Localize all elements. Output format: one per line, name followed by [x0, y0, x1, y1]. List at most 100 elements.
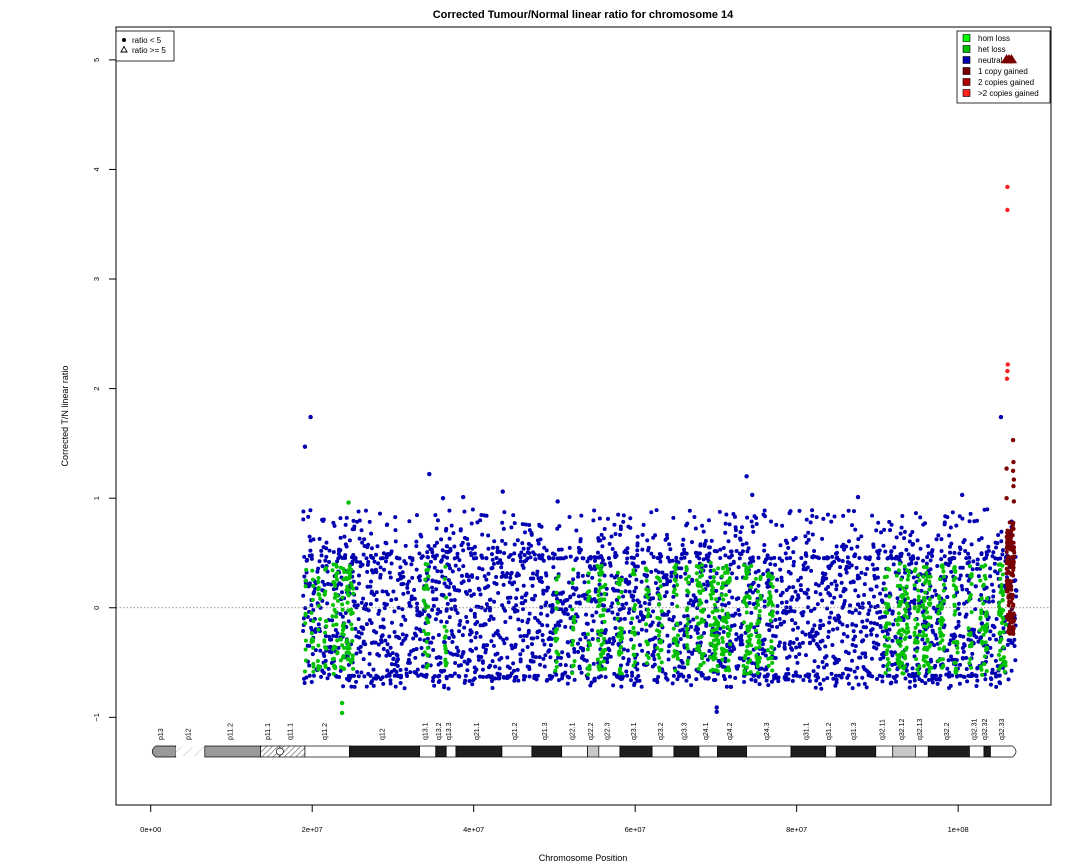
data-point-het-loss — [716, 566, 721, 571]
data-point-het-loss — [685, 658, 690, 663]
data-point-neutral — [700, 523, 705, 528]
data-point-neutral — [453, 661, 458, 666]
data-point-gained — [1010, 592, 1015, 597]
data-point-neutral — [733, 533, 738, 538]
data-point-neutral — [603, 675, 608, 680]
data-point-het-loss — [998, 657, 1003, 662]
data-point-neutral — [551, 565, 556, 570]
data-point-neutral — [372, 559, 377, 564]
ideogram-band — [717, 745, 747, 758]
data-point-neutral — [629, 637, 634, 642]
data-point-neutral — [572, 650, 577, 655]
data-point-het-loss — [616, 595, 621, 600]
data-point-neutral — [311, 673, 316, 678]
data-point-neutral — [336, 551, 341, 556]
data-point-het-loss — [335, 577, 340, 582]
data-point-gained — [1007, 623, 1012, 628]
data-point-neutral — [851, 579, 856, 584]
data-point-het-loss — [697, 589, 702, 594]
data-point-het-loss — [757, 634, 762, 639]
data-point-neutral — [892, 650, 897, 655]
data-point-neutral — [489, 614, 494, 619]
data-point-het-loss — [630, 630, 635, 635]
data-point-het-loss — [895, 618, 900, 623]
data-point-neutral — [615, 612, 620, 617]
data-point-neutral — [489, 679, 494, 684]
data-point-neutral — [821, 677, 826, 682]
data-point-neutral — [346, 619, 351, 624]
data-point-neutral — [447, 508, 452, 513]
data-point-het-loss — [351, 591, 356, 596]
data-point-neutral — [729, 549, 734, 554]
data-point-neutral — [447, 549, 452, 554]
data-point-neutral — [488, 606, 493, 611]
data-point-neutral — [628, 678, 633, 683]
data-point-neutral — [316, 566, 321, 571]
data-point-het-loss — [724, 580, 729, 585]
data-point-neutral — [668, 579, 673, 584]
ideogram-band — [835, 745, 877, 758]
data-point-neutral — [909, 674, 914, 679]
data-point-neutral — [861, 638, 866, 643]
data-point-neutral — [542, 545, 547, 550]
data-point-het-loss — [572, 659, 577, 664]
data-point-neutral — [730, 595, 735, 600]
data-point-het-loss — [770, 603, 775, 608]
data-point-neutral — [880, 629, 885, 634]
data-point-neutral — [385, 592, 390, 597]
data-point-neutral — [726, 539, 731, 544]
notable-point-layer — [302, 184, 1017, 716]
data-point-het-loss — [768, 618, 773, 623]
data-point-het-loss — [714, 646, 719, 651]
data-point-neutral — [717, 596, 722, 601]
data-point-neutral — [865, 618, 870, 623]
data-point-het-loss — [745, 639, 750, 644]
data-point-neutral — [457, 622, 462, 627]
data-point-neutral — [749, 677, 754, 682]
data-point-neutral — [313, 648, 318, 653]
data-point-neutral — [578, 539, 583, 544]
data-point-neutral — [474, 631, 479, 636]
data-point-neutral — [379, 634, 384, 639]
data-point-neutral — [682, 665, 687, 670]
data-point-neutral — [576, 649, 581, 654]
data-point-neutral — [518, 652, 523, 657]
data-point-neutral — [480, 660, 485, 665]
data-point-neutral — [555, 556, 560, 561]
data-point-neutral — [907, 635, 912, 640]
data-point-neutral — [851, 637, 856, 642]
data-point-neutral — [773, 562, 778, 567]
notable-data-point — [714, 705, 719, 710]
ideogram-band-label: q32.2 — [944, 722, 951, 740]
ideogram-band — [915, 745, 929, 758]
data-point-neutral — [593, 567, 598, 572]
data-point-neutral — [666, 609, 671, 614]
data-point-neutral — [512, 668, 517, 673]
data-point-neutral — [462, 535, 467, 540]
ideogram-band — [204, 745, 261, 758]
data-point-neutral — [780, 558, 785, 563]
data-point-neutral — [315, 569, 320, 574]
data-point-neutral — [521, 677, 526, 682]
data-point-het-loss — [422, 650, 427, 655]
data-point-neutral — [880, 674, 885, 679]
data-point-neutral — [837, 572, 842, 577]
data-point-het-loss — [657, 665, 662, 670]
data-point-neutral — [825, 606, 830, 611]
data-point-neutral — [757, 682, 762, 687]
data-point-neutral — [870, 562, 875, 567]
data-point-neutral — [830, 600, 835, 605]
data-point-neutral — [736, 664, 741, 669]
data-point-neutral — [994, 545, 999, 550]
data-point-het-loss — [617, 631, 622, 636]
data-point-neutral — [878, 625, 883, 630]
data-point-neutral — [690, 651, 695, 656]
data-point-neutral — [658, 559, 663, 564]
data-point-neutral — [369, 546, 374, 551]
data-point-neutral — [531, 550, 536, 555]
data-point-neutral — [465, 661, 470, 666]
data-point-het-loss — [598, 572, 603, 577]
data-point-neutral — [557, 623, 562, 628]
data-point-het-loss — [714, 597, 719, 602]
data-point-het-loss — [924, 633, 929, 638]
